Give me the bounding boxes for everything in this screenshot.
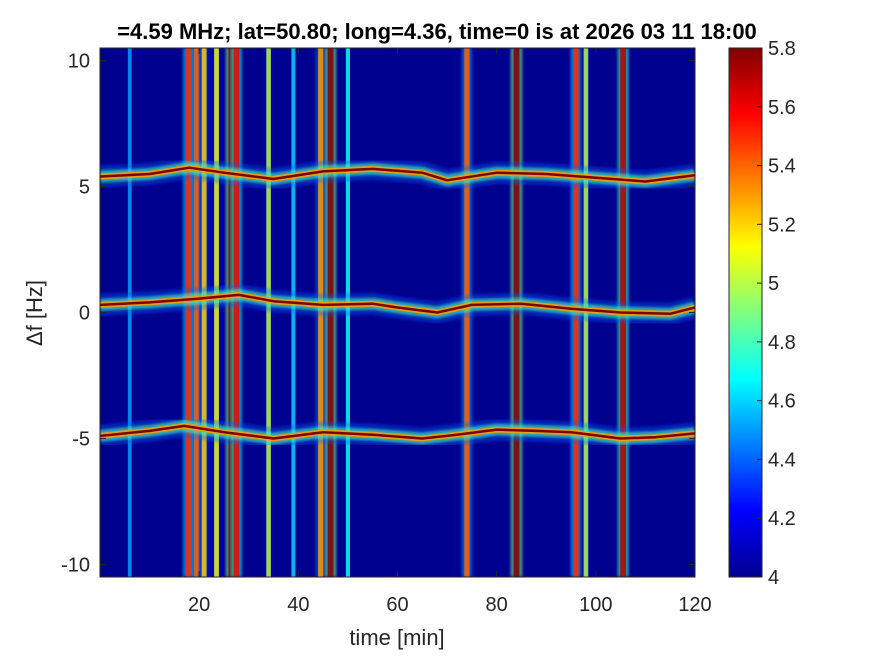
x-tick-label: 120 (678, 594, 711, 616)
y-axis: -10 -5 0 5 10 (61, 51, 695, 576)
colorbar-tick-label: 4.6 (768, 391, 796, 413)
y-tick-label: -10 (61, 554, 90, 576)
colorbar-tick-label: 4 (768, 567, 779, 589)
y-tick-label: 5 (79, 177, 90, 199)
colorbar-tick-label: 5.8 (768, 38, 796, 60)
carrier-line-2-layer-3 (100, 424, 695, 440)
carrier-line-1-layer-3 (100, 293, 695, 316)
chart-title: =4.59 MHz; lat=50.80; long=4.36, time=0 … (117, 19, 757, 44)
colorbar-tick-label: 5 (768, 273, 779, 295)
colorbar-tick-label: 5.6 (768, 97, 796, 119)
colorbar-tick-label: 4.8 (768, 332, 796, 354)
burst-core-7 (266, 48, 271, 577)
colorbar-axis: 4 4.2 4.4 4.6 4.8 5 5.2 5.4 5.6 5.8 (757, 38, 796, 589)
y-tick-label: 0 (79, 303, 90, 325)
burst-core-3 (201, 48, 207, 577)
burst-core-4 (214, 48, 219, 577)
burst-core-6 (233, 48, 240, 577)
x-axis-label: time [min] (349, 625, 444, 650)
colorbar-tick-label: 4.2 (768, 508, 796, 530)
burst-core-2 (194, 48, 200, 577)
colorbar-tick-label: 4.4 (768, 449, 796, 471)
colorbar (728, 47, 763, 578)
x-tick-label: 40 (287, 594, 309, 616)
x-tick-label: 60 (386, 594, 408, 616)
y-tick-label: -5 (72, 428, 90, 450)
colorbar-tick-label: 5.2 (768, 214, 796, 236)
y-tick-label: 10 (68, 51, 90, 73)
x-tick-label: 80 (486, 594, 508, 616)
plot-content (100, 48, 695, 577)
x-tick-label: 20 (188, 594, 210, 616)
x-axis: 20 40 60 80 100 120 (188, 48, 712, 616)
x-tick-label: 100 (579, 594, 612, 616)
carrier-line-0-layer-3 (100, 166, 695, 183)
y-axis-label: Δf [Hz] (22, 280, 47, 346)
colorbar-tick-label: 5.4 (768, 156, 796, 178)
burst-core-1 (185, 48, 191, 577)
